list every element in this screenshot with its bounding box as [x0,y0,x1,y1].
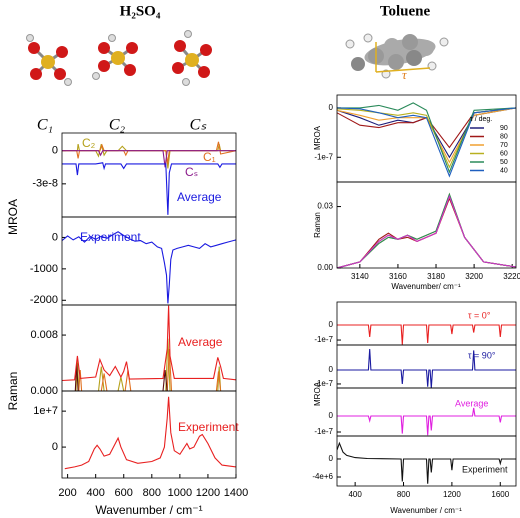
x-tick-label: 800 [143,487,161,499]
left-title: H₂SO₄ [120,3,161,19]
y-tick-label: 0 [52,145,58,157]
x-tick-label: 3180 [427,272,445,281]
y-tick-label: -3e-8 [32,178,58,190]
y-axis-label: MROA [313,125,322,150]
plot-frame [336,181,517,269]
x-tick-label: 1200 [443,490,461,499]
spectrum-line [62,348,236,391]
x-tick-label: 600 [115,487,133,499]
y-tick-label: 1e+7 [33,405,58,417]
y-tick-label: 0 [329,454,334,463]
x-tick-label: 3200 [465,272,483,281]
spectrum-line [62,362,236,391]
x-tick-label: 1200 [196,487,220,499]
x-axis-label: Wavenumber / cm⁻¹ [390,506,462,515]
molecules [26,30,449,86]
y-tick-label: 0 [329,411,334,420]
series-label: Experiment [462,464,508,474]
plot-frame [336,387,517,437]
spectrum-line [337,194,516,268]
x-axis-label: Wavenumber / cm⁻¹ [95,503,202,517]
y-tick-label: 0.00 [317,263,333,272]
x-tick-label: 400 [348,490,362,499]
x-tick-label: 1600 [491,490,509,499]
x-tick-label: 3220 [503,272,520,281]
x-tick-label: 3140 [351,272,369,281]
series-label: C₁ [203,150,216,164]
y-tick-label: -2000 [30,294,58,306]
spectrum-line [337,102,516,174]
plot-frame [336,94,517,183]
legend-label: 40 [500,167,508,174]
conformer-label: Cₛ [190,117,208,134]
y-tick-label: -1e-7 [314,152,333,161]
series-label: Average [455,398,488,408]
spectrum-line [62,141,236,164]
y-tick-label: 0 [329,365,334,374]
spectrum-line [337,441,516,484]
plot-frame [336,301,517,346]
y-axis-label: MROA [313,381,322,406]
y-tick-label: 0.03 [317,202,333,211]
x-tick-label: 200 [58,487,76,499]
plot-frame [61,390,237,479]
y-tick-label: 0 [329,320,334,329]
spectrum-line [337,324,516,345]
spectrum-line [64,396,236,470]
x-tick-label: 1000 [168,487,192,499]
y-tick-label: -1e-7 [314,427,333,436]
series-label: Average [177,190,222,204]
plot-frame [336,435,517,487]
series-label: τ = 0° [468,310,491,320]
legend-label: 90 [500,125,508,132]
x-tick-label: 1400 [224,487,248,499]
y-tick-label: 0.000 [30,385,58,397]
spectrum-line [337,407,516,436]
y-tick-label: 0 [329,103,334,112]
series-label: τ = 90° [468,350,496,360]
series-label: Cₛ [185,165,198,179]
y-tick-label: -1000 [30,263,58,275]
spectrum-line [337,107,516,149]
x-tick-label: 400 [86,487,104,499]
y-axis-label: Raman [313,212,322,238]
series-label: Experiment [80,230,141,244]
tau-label: τ [402,67,408,82]
y-tick-label: 0 [52,231,58,243]
spectrum-line [62,305,236,382]
y-tick-label: -1e-7 [314,335,333,344]
conformer-label: C₂ [109,117,126,134]
y-axis-label: MROA [6,199,20,235]
y-tick-label: -4e+6 [312,472,333,481]
series-label: Experiment [178,420,239,434]
series-label: Average [178,335,223,349]
spectrum-line [62,150,236,168]
x-tick-label: 800 [397,490,411,499]
legend-label: 80 [500,133,508,140]
x-axis-label: Wavenumber/ cm⁻¹ [391,282,461,291]
legend-label: 50 [500,159,508,166]
y-axis-label: Raman [6,372,20,411]
y-tick-label: 0.008 [30,329,58,341]
y-tick-label: 0 [52,441,58,453]
legend-label: 70 [500,142,508,149]
legend-label: 60 [500,150,508,157]
spectrum-line [337,348,516,388]
legend-title: τ / deg. [470,116,492,123]
spectrum-line [337,107,516,178]
right-title: Toluene [380,3,431,19]
spectrum-line [62,231,236,304]
y-tick-label: -1e-7 [314,379,333,388]
conformer-label: C₁ [37,117,53,134]
spectrum-line [62,162,236,215]
series-label: C₂ [82,136,96,150]
x-tick-label: 3160 [389,272,407,281]
